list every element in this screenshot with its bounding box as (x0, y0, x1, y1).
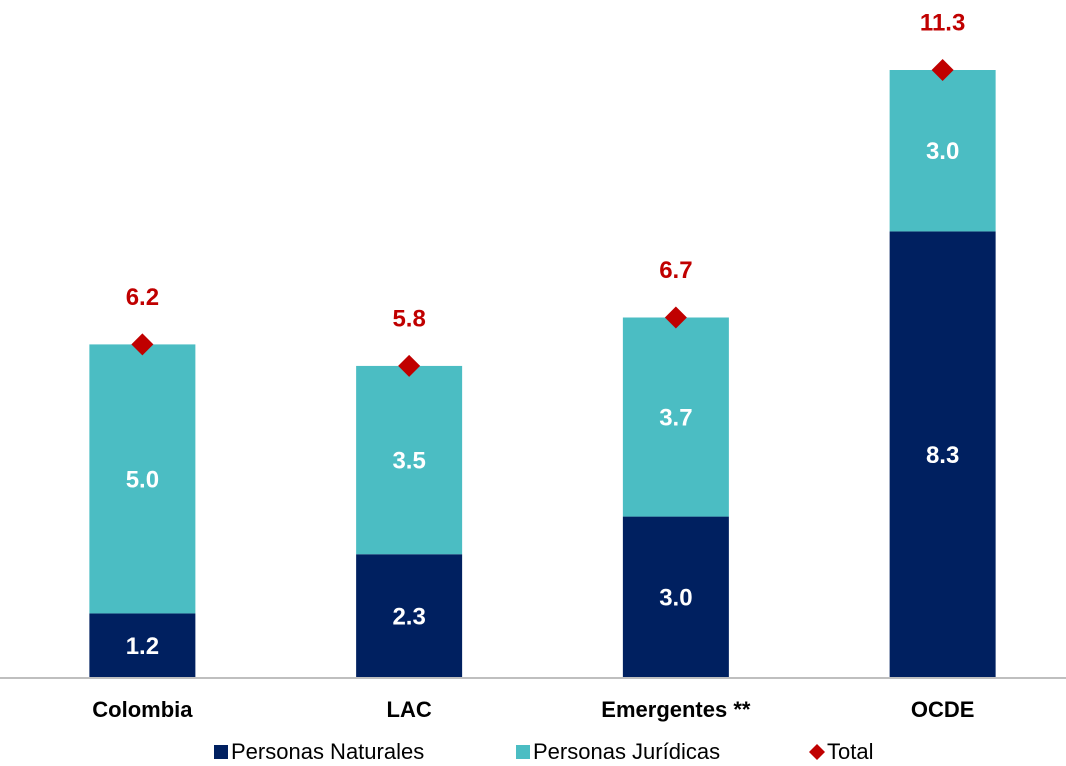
bar-segment (622, 516, 729, 678)
legend-label: Personas Jurídicas (533, 739, 720, 764)
total-marker (398, 354, 421, 377)
total-label: 6.2 (126, 284, 159, 311)
bar-segment (622, 317, 729, 517)
data-label: 5.0 (126, 466, 159, 493)
total-marker (664, 306, 687, 329)
x-tick-label: Colombia (92, 697, 193, 722)
legend-marker (809, 744, 825, 760)
legend-swatch (516, 745, 530, 759)
data-label: 1.2 (126, 633, 159, 660)
x-tick-label: LAC (387, 697, 432, 722)
legend-swatch (214, 745, 228, 759)
x-tick-label: OCDE (911, 697, 975, 722)
legend-label: Total (827, 739, 873, 764)
total-label: 6.7 (659, 257, 692, 284)
bar-segment (356, 554, 463, 678)
data-label: 2.3 (392, 603, 425, 630)
bar-segment (89, 344, 196, 614)
bar-segment (89, 613, 196, 678)
data-label: 3.5 (392, 447, 425, 474)
data-label: 8.3 (926, 442, 959, 469)
data-label: 3.7 (659, 404, 692, 431)
legend-label: Personas Naturales (231, 739, 424, 764)
total-label: 5.8 (392, 305, 425, 332)
bar-segment (889, 231, 996, 678)
data-label: 3.0 (926, 138, 959, 165)
x-tick-label: Emergentes ** (601, 697, 751, 722)
total-label: 11.3 (920, 9, 965, 36)
data-label: 3.0 (659, 585, 692, 612)
bar-segment (889, 70, 996, 232)
total-marker (931, 59, 954, 81)
bar-segment (356, 365, 463, 555)
total-marker (131, 333, 154, 356)
